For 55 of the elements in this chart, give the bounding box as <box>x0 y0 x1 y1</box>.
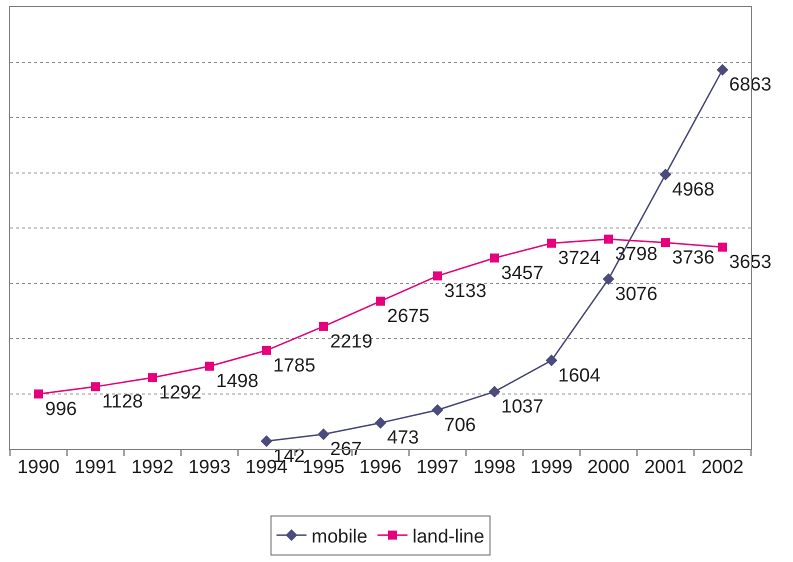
point <box>433 271 442 280</box>
data-label: 996 <box>45 398 77 420</box>
point <box>374 417 386 429</box>
x-tick-label: 1999 <box>530 456 573 478</box>
data-label: 1037 <box>501 396 544 418</box>
point <box>148 373 157 382</box>
data-label: 1785 <box>273 355 316 376</box>
data-label: 6863 <box>729 74 772 96</box>
point <box>604 234 613 244</box>
point <box>718 242 727 252</box>
data-label: 2675 <box>387 306 430 328</box>
x-tick-label: 1993 <box>188 456 231 478</box>
data-label: 1498 <box>216 371 258 392</box>
legend-label: mobile <box>312 526 368 548</box>
data-label: 706 <box>444 414 476 436</box>
x-tick-label: 1990 <box>17 456 60 478</box>
data-label: 4968 <box>672 179 714 200</box>
x-tick-label: 1997 <box>416 456 459 478</box>
data-label: 3736 <box>672 247 714 268</box>
data-label: 3653 <box>729 252 772 274</box>
data-label: 2219 <box>330 331 372 352</box>
data-label: 3457 <box>501 262 544 284</box>
x-tick-label: 1991 <box>74 456 117 478</box>
x-tick-label: 1992 <box>131 456 174 478</box>
x-tick-label: 2002 <box>701 456 744 478</box>
x-tick-label: 1998 <box>473 456 516 478</box>
point <box>716 64 728 76</box>
x-tick-label: 2000 <box>587 456 630 478</box>
point <box>488 386 500 398</box>
point <box>260 435 272 447</box>
point <box>547 238 556 248</box>
point <box>661 238 670 248</box>
point <box>205 362 214 371</box>
point <box>432 404 444 416</box>
point <box>318 428 330 440</box>
point <box>91 382 100 392</box>
data-label: 3724 <box>558 248 601 270</box>
data-label: 1292 <box>159 382 202 404</box>
point <box>602 273 614 285</box>
point <box>262 346 271 355</box>
data-label: 1604 <box>558 365 601 386</box>
x-tick-label: 2001 <box>644 456 687 478</box>
x-tick-label: 1996 <box>359 456 402 478</box>
x-tick-label: 1995 <box>302 456 345 478</box>
point <box>490 254 499 262</box>
point <box>319 322 328 331</box>
point <box>546 354 558 366</box>
point <box>376 296 385 306</box>
data-label: 1128 <box>102 392 143 413</box>
legend-label: land-line <box>412 526 484 548</box>
point <box>660 168 672 180</box>
data-label: 3133 <box>444 280 486 302</box>
point <box>34 389 43 398</box>
data-label: 3076 <box>615 284 658 305</box>
data-label: 473 <box>387 428 419 449</box>
